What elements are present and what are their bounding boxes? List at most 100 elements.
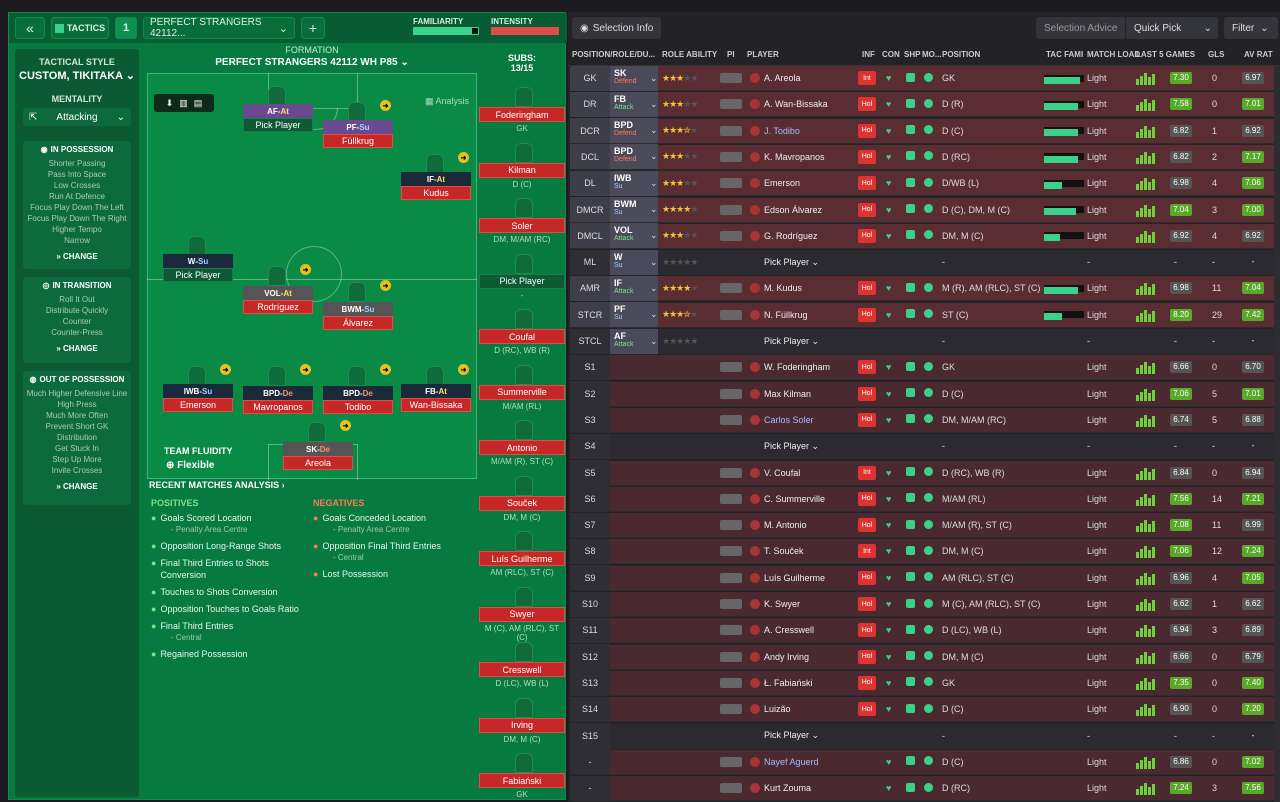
quick-pick-button[interactable]: Quick Pick ⌄	[1126, 17, 1218, 39]
player-card-bpd-left[interactable]: BPD - De Mavropanos	[243, 386, 313, 414]
col-shp[interactable]: SHP	[904, 50, 921, 59]
role-cell[interactable]: BWM Su	[610, 197, 658, 222]
table-row[interactable]: S13 Ł. Fabiański Hol ♥ GK Light 7.35 0 7.40	[570, 670, 1276, 696]
role-cell[interactable]: FB Attack	[610, 91, 658, 117]
table-row[interactable]: DCR BPD Defend ⌄ ★★★✮★ J. Todibo Hol ♥ D (C) Ligh…	[570, 118, 1276, 144]
table-row[interactable]: S2 Max Kilman Hol ♥ D (C) Light 7.06 5 7.01	[570, 381, 1276, 407]
role-cell[interactable]: BPD Defend	[610, 118, 658, 144]
table-row[interactable]: S6 C. Summerville Hol ♥ M/AM (RL) Light 7.56 14…	[570, 486, 1276, 512]
pi-icon[interactable]	[720, 783, 742, 794]
pi-icon[interactable]	[720, 230, 742, 241]
tactic-select[interactable]: PERFECT STRANGERS 42112... ⌄	[143, 17, 295, 39]
pi-icon[interactable]	[720, 677, 742, 688]
player-name[interactable]: K. Swyer	[764, 599, 801, 609]
col-goals[interactable]: GLS	[1208, 50, 1225, 59]
table-row[interactable]: DMCR BWM Su ⌄ ★★★★★ Edson Álvarez Hol ♥ D (C), D…	[570, 197, 1276, 223]
pi-icon[interactable]	[720, 73, 742, 83]
chart-icon[interactable]: ▥	[179, 97, 188, 108]
pi-icon[interactable]	[720, 493, 742, 504]
player-name[interactable]: K. Mavropanos	[764, 151, 825, 162]
role-cell[interactable]: W Su	[610, 249, 658, 275]
sub-card[interactable]: Foderingham GK	[479, 107, 565, 133]
info-icon[interactable]: ⬇	[165, 97, 174, 108]
table-row[interactable]: - Kurt Zouma ♥ D (RC) Light 7.24 3 7.56	[570, 775, 1276, 802]
player-name[interactable]: Kurt Zouma	[764, 783, 812, 794]
col-player[interactable]: PLAYER	[747, 50, 779, 59]
role-cell[interactable]: IF Attack	[610, 275, 658, 301]
player-name[interactable]: Luís Guilherme	[764, 572, 826, 583]
pi-icon[interactable]	[720, 756, 742, 767]
sub-card[interactable]: Cresswell D (LC), WB (L)	[479, 662, 565, 688]
table-row[interactable]: - Nayef Aguerd ♥ D (C) Light 6.86 0 7.02	[570, 749, 1276, 775]
table-row[interactable]: S9 Luís Guilherme Hol ♥ AM (RLC), ST (C) Ligh…	[570, 565, 1276, 591]
pick-player-select[interactable]: Pick Player ⌄	[764, 335, 820, 346]
player-name[interactable]: A. Wan-Bissaka	[764, 99, 828, 110]
pi-icon[interactable]	[720, 625, 742, 636]
table-row[interactable]: S5 V. Coufal Int ♥ D (RC), WB (R) Light 6.84 0 6…	[570, 460, 1276, 486]
chevron-down-icon[interactable]: ⌄	[650, 256, 658, 267]
player-name[interactable]: Ł. Fabiański	[764, 677, 813, 688]
sub-card[interactable]: Swyer M (C), AM (RLC), ST (C)	[479, 606, 565, 642]
pi-icon[interactable]	[720, 151, 742, 162]
player-name[interactable]: Edson Álvarez	[764, 204, 823, 215]
role-cell[interactable]: SK Defend	[610, 65, 658, 91]
player-name[interactable]: V. Coufal	[764, 467, 801, 478]
col-av-rating[interactable]: AV RAT	[1244, 50, 1273, 59]
player-name[interactable]: M. Kudus	[764, 283, 803, 294]
table-row[interactable]: S4 Pick Player ⌄ - - - - -	[570, 433, 1276, 460]
pi-icon[interactable]	[720, 414, 742, 425]
table-row[interactable]: S10 K. Swyer Hol ♥ M (C), AM (RLC), ST (C) Li…	[570, 591, 1276, 617]
pi-icon[interactable]	[720, 99, 742, 110]
player-name[interactable]: J. Todibo	[764, 125, 800, 136]
player-name[interactable]: Carlos Soler	[764, 414, 814, 425]
selection-advice-button[interactable]: Selection Advice	[1036, 17, 1126, 39]
player-name[interactable]: G. Rodríguez	[764, 230, 818, 241]
role-cell[interactable]: BPD Defend	[610, 144, 658, 170]
col-last-5-games[interactable]: LAST 5 GAMES	[1136, 50, 1196, 59]
sub-card[interactable]: Antonio M/AM (R), ST (C)	[479, 440, 565, 466]
pitch-view-toggle[interactable]: ⬇ ▥ ▤	[154, 94, 214, 112]
filter-button[interactable]: Filter ⌄	[1224, 17, 1278, 39]
pi-icon[interactable]	[720, 362, 742, 373]
style-select[interactable]: CUSTOM, TIKITAKA ⌄	[15, 69, 139, 82]
col-role-ability[interactable]: ROLE ABILITY	[662, 50, 718, 59]
chevron-down-icon[interactable]: ⌄	[650, 177, 658, 188]
tactics-tab[interactable]: TACTICS	[51, 17, 109, 39]
role-cell[interactable]: PF Su	[610, 302, 658, 328]
player-name[interactable]: T. Souček	[764, 546, 804, 557]
player-card-vol[interactable]: VOL - At Rodríguez	[243, 286, 313, 314]
chevron-down-icon[interactable]: ⌄	[650, 98, 658, 109]
sub-card[interactable]: Summerville M/AM (RL)	[479, 384, 565, 411]
table-row[interactable]: ML W Su ⌄ ★★★★★ Pick Player ⌄ - - - - -	[570, 249, 1276, 276]
chevron-down-icon[interactable]: ⌄	[650, 151, 658, 162]
card-icon[interactable]: ▤	[193, 97, 203, 108]
table-row[interactable]: DL IWB Su ⌄ ★★★★★ Emerson Hol ♥ D/WB (L) Light 6.9…	[570, 170, 1276, 197]
change-in-possession-button[interactable]: » CHANGE	[56, 252, 98, 261]
table-row[interactable]: GK SK Defend ⌄ ★★★★★ A. Areola Int ♥ GK Light 7.30…	[570, 65, 1276, 91]
sub-card[interactable]: Luís Guilherme AM (RLC), ST (C)	[479, 551, 565, 577]
role-cell[interactable]: AF Attack	[610, 328, 658, 354]
table-row[interactable]: STCL AF Attack ⌄ ★★★★★ Pick Player ⌄ - - - - -	[570, 328, 1276, 354]
sub-card[interactable]: Pick Player -	[479, 273, 565, 300]
table-row[interactable]: S12 Andy Irving Hol ♥ DM, M (C) Light 6.66 0 6.7…	[570, 644, 1276, 670]
pi-icon[interactable]	[720, 546, 742, 557]
pick-player-select[interactable]: Pick Player ⌄	[764, 440, 820, 451]
player-name[interactable]: Andy Irving	[764, 651, 810, 662]
table-row[interactable]: S11 A. Cresswell Hol ♥ D (LC), WB (L) Light 6.…	[570, 617, 1276, 644]
player-card-if[interactable]: IF - At Kudus	[401, 172, 471, 200]
chevron-down-icon[interactable]: ⌄	[650, 204, 658, 214]
pi-icon[interactable]	[720, 520, 742, 531]
player-card-sk[interactable]: SK - De Areola	[283, 442, 353, 470]
pi-icon[interactable]	[720, 309, 742, 320]
table-row[interactable]: DR FB Attack ⌄ ★★★★★ A. Wan-Bissaka Hol ♥ D (R) L…	[570, 91, 1276, 118]
sub-card[interactable]: Soler DM, M/AM (RC)	[479, 218, 565, 244]
player-name[interactable]: Max Kilman	[764, 388, 812, 399]
pi-icon[interactable]	[720, 651, 742, 662]
analysis-button[interactable]: ▦ Analysis	[425, 96, 470, 106]
player-card-af[interactable]: AF - At Pick Player	[243, 104, 313, 132]
table-row[interactable]: S7 M. Antonio Hol ♥ M/AM (R), ST (C) Light 7.0…	[570, 512, 1276, 539]
player-card-iwb[interactable]: IWB - Su Emerson	[163, 384, 233, 412]
table-row[interactable]: S8 T. Souček Int ♥ DM, M (C) Light 7.06 12 7.24	[570, 538, 1276, 565]
chevron-down-icon[interactable]: ⌄	[650, 282, 658, 293]
player-card-w[interactable]: W - Su Pick Player	[163, 254, 233, 282]
